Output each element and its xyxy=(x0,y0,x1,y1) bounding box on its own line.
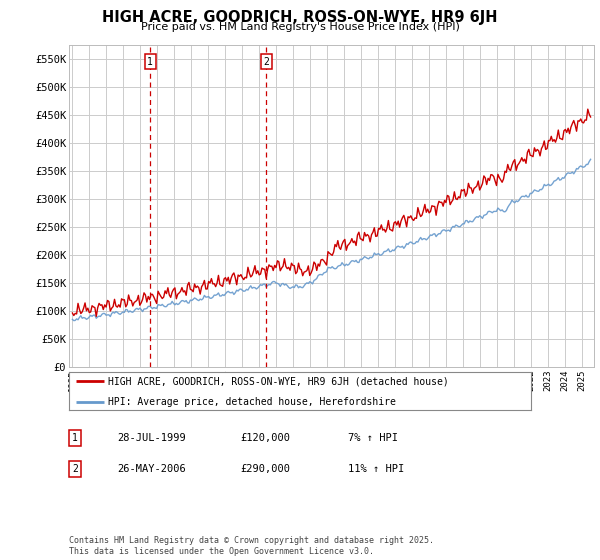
Text: 1: 1 xyxy=(72,433,78,443)
Text: 26-MAY-2006: 26-MAY-2006 xyxy=(117,464,186,474)
Text: 1: 1 xyxy=(148,57,153,67)
Text: HPI: Average price, detached house, Herefordshire: HPI: Average price, detached house, Here… xyxy=(108,396,396,407)
Text: HIGH ACRE, GOODRICH, ROSS-ON-WYE, HR9 6JH (detached house): HIGH ACRE, GOODRICH, ROSS-ON-WYE, HR9 6J… xyxy=(108,376,449,386)
Text: 2: 2 xyxy=(72,464,78,474)
Text: Price paid vs. HM Land Registry's House Price Index (HPI): Price paid vs. HM Land Registry's House … xyxy=(140,22,460,32)
Text: £120,000: £120,000 xyxy=(240,433,290,443)
Text: 28-JUL-1999: 28-JUL-1999 xyxy=(117,433,186,443)
Text: HIGH ACRE, GOODRICH, ROSS-ON-WYE, HR9 6JH: HIGH ACRE, GOODRICH, ROSS-ON-WYE, HR9 6J… xyxy=(102,10,498,25)
Text: 11% ↑ HPI: 11% ↑ HPI xyxy=(348,464,404,474)
Text: 2: 2 xyxy=(263,57,269,67)
Text: Contains HM Land Registry data © Crown copyright and database right 2025.
This d: Contains HM Land Registry data © Crown c… xyxy=(69,536,434,556)
Text: £290,000: £290,000 xyxy=(240,464,290,474)
Text: 7% ↑ HPI: 7% ↑ HPI xyxy=(348,433,398,443)
